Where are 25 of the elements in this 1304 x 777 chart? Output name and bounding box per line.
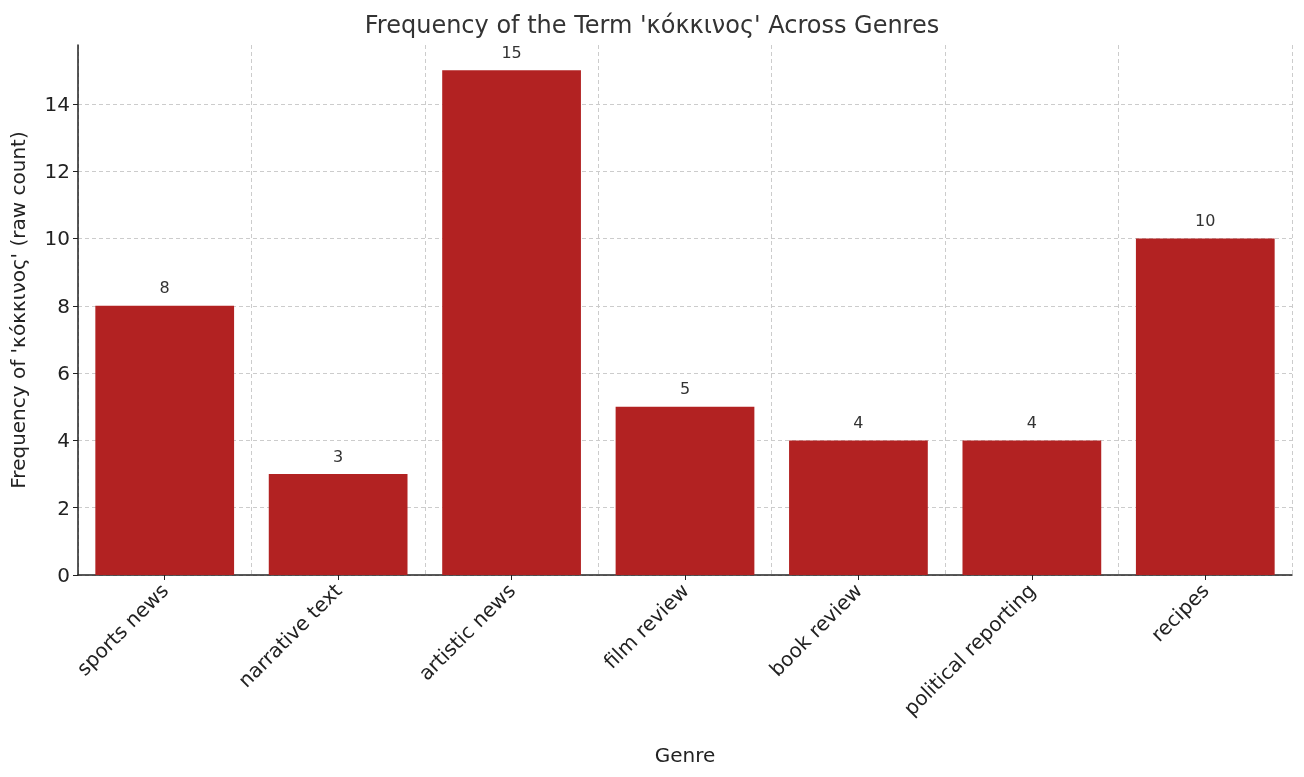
bar: [95, 305, 235, 575]
data-label: 15: [501, 42, 522, 62]
bar: [442, 70, 581, 575]
y-tick-label: 6: [57, 361, 70, 386]
y-tick-label: 2: [57, 495, 70, 520]
y-tick-label: 12: [44, 159, 70, 184]
bar: [268, 474, 408, 575]
y-tick-label: 4: [57, 428, 70, 453]
data-label: 5: [679, 379, 691, 399]
y-tick-label: 14: [44, 91, 70, 116]
y-tick-label: 8: [57, 293, 70, 318]
data-label: 4: [1026, 412, 1037, 432]
data-label: 3: [333, 446, 344, 466]
bar: [1135, 238, 1275, 575]
data-label: 8: [159, 278, 170, 298]
y-tick-label: 10: [44, 226, 70, 251]
bar: [962, 440, 1102, 575]
y-tick-label: 0: [57, 563, 70, 587]
bar: [615, 406, 755, 575]
y-axis-title: Frequency of 'κόκκινος' (raw count): [6, 131, 30, 489]
x-axis-title: Genre: [654, 743, 716, 767]
bar: [789, 440, 928, 575]
chart-title: Frequency of the Term 'κόκκινος' Across Genres: [364, 11, 940, 39]
data-label: 10: [1195, 210, 1216, 230]
data-label: 4: [853, 412, 864, 432]
